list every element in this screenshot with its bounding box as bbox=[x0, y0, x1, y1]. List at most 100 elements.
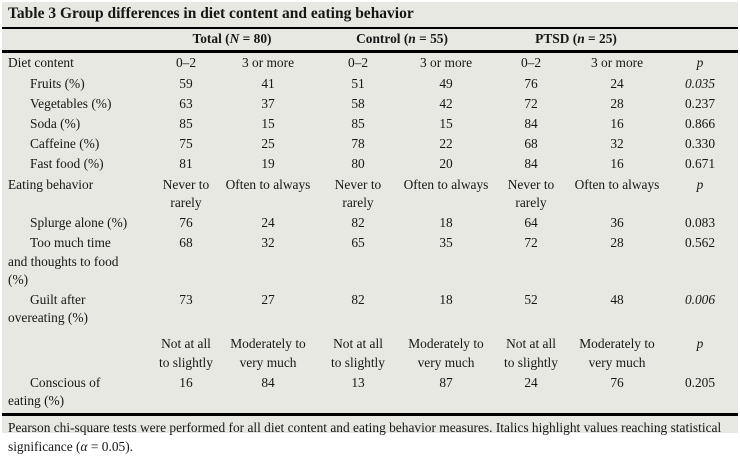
cell: 76 bbox=[524, 75, 538, 91]
group-header-ptsd: PTSD (n = 25) bbox=[490, 29, 663, 54]
col-header: Often to always bbox=[574, 176, 660, 192]
col-header: Not at all to slightly bbox=[504, 336, 558, 370]
cell: 36 bbox=[610, 215, 624, 231]
table-row-fast-food: Fast food (%) 81 19 80 20 84 16 0.671 bbox=[2, 154, 738, 174]
cell: 16 bbox=[610, 116, 624, 132]
col-header: 3 or more bbox=[590, 55, 644, 71]
row-label: Fruits (%) bbox=[30, 75, 85, 91]
cell: 76 bbox=[179, 215, 193, 231]
col-header: 3 or more bbox=[419, 55, 473, 71]
table-row-fruits: Fruits (%) 59 41 51 49 76 24 0.035 bbox=[2, 74, 738, 94]
subheader-row-conscious: Not at all to slightly Moderately to very … bbox=[2, 328, 738, 372]
cell: 59 bbox=[179, 75, 193, 91]
table-row-vegetables: Vegetables (%) 63 37 58 42 72 28 0.237 bbox=[2, 94, 738, 114]
cell: 85 bbox=[351, 116, 365, 132]
row-label: Soda (%) bbox=[30, 116, 81, 132]
footnote-text-end: = 0.05). bbox=[87, 439, 134, 455]
section-label-eating-behavior: Eating behavior bbox=[8, 176, 94, 192]
title-rule bbox=[2, 27, 738, 30]
cell: 58 bbox=[351, 95, 365, 111]
cell: 28 bbox=[610, 95, 624, 111]
group-control-n-symbol: n bbox=[408, 31, 416, 47]
col-header: Not at all to slightly bbox=[331, 336, 385, 370]
data-table: Total (N = 80) Control (n = 55) PTSD (n … bbox=[2, 29, 739, 411]
p-column-header: p bbox=[696, 176, 704, 192]
col-header: Often to always bbox=[225, 176, 311, 192]
cell: 24 bbox=[610, 75, 624, 91]
cell: 82 bbox=[351, 291, 365, 307]
group-control-post: = 55) bbox=[415, 31, 448, 47]
cell: 78 bbox=[351, 136, 365, 152]
group-total-n-symbol: N bbox=[229, 31, 240, 47]
p-column-header: p bbox=[696, 336, 704, 352]
subheader-row-diet-content: Diet content 0–2 3 or more 0–2 3 or more… bbox=[2, 52, 738, 74]
row-label: Vegetables (%) bbox=[30, 95, 112, 111]
group-header-control: Control (n = 55) bbox=[314, 29, 491, 54]
col-header: Moderately to very much bbox=[408, 336, 484, 370]
group-ptsd-pre: PTSD ( bbox=[535, 31, 578, 47]
section-label-diet-content: Diet content bbox=[8, 55, 74, 71]
col-header: Never to rarely bbox=[507, 176, 555, 210]
cell: 15 bbox=[439, 116, 453, 132]
cell: 48 bbox=[610, 291, 624, 307]
table-row-too-much-time: Too much time and thoughts to food (%) 68 … bbox=[2, 233, 738, 290]
col-header: 0–2 bbox=[520, 55, 542, 71]
group-ptsd-n-symbol: n bbox=[577, 31, 585, 47]
cell: 51 bbox=[351, 75, 365, 91]
cell: 72 bbox=[524, 95, 538, 111]
section-label-empty bbox=[2, 328, 150, 372]
cell: 82 bbox=[351, 215, 365, 231]
p-value: 0.237 bbox=[684, 95, 716, 111]
footnote-rule bbox=[2, 413, 738, 417]
cell: 24 bbox=[524, 374, 538, 390]
cell: 32 bbox=[261, 235, 275, 251]
cell: 68 bbox=[179, 235, 193, 251]
cell: 49 bbox=[439, 75, 453, 91]
group-header-row: Total (N = 80) Control (n = 55) PTSD (n … bbox=[2, 29, 739, 54]
cell: 27 bbox=[261, 291, 275, 307]
cell: 75 bbox=[179, 136, 193, 152]
cell: 41 bbox=[261, 75, 275, 91]
cell: 24 bbox=[261, 215, 275, 231]
cell: 28 bbox=[610, 235, 624, 251]
cell: 35 bbox=[439, 235, 453, 251]
group-header-p-spacer bbox=[662, 29, 739, 54]
p-value: 0.083 bbox=[684, 215, 716, 231]
cell: 81 bbox=[179, 156, 193, 172]
table-row-conscious-of-eating: Conscious of eating (%) 16 84 13 87 24 76… bbox=[2, 373, 738, 411]
cell: 25 bbox=[261, 136, 275, 152]
cell: 84 bbox=[261, 374, 275, 390]
row-label: Caffeine (%) bbox=[30, 136, 100, 152]
table-row-caffeine: Caffeine (%) 75 25 78 22 68 32 0.330 bbox=[2, 134, 738, 154]
row-label: Splurge alone (%) bbox=[30, 215, 128, 231]
col-header: 0–2 bbox=[347, 55, 369, 71]
group-ptsd-post: = 25) bbox=[584, 31, 617, 47]
cell: 84 bbox=[524, 116, 538, 132]
cell: 73 bbox=[179, 291, 193, 307]
cell: 19 bbox=[261, 156, 275, 172]
col-header: Never to rarely bbox=[162, 176, 210, 210]
cell: 76 bbox=[610, 374, 624, 390]
col-header: Moderately to very much bbox=[579, 336, 655, 370]
col-header: Moderately to very much bbox=[230, 336, 306, 370]
cell: 18 bbox=[439, 291, 453, 307]
cell: 80 bbox=[351, 156, 365, 172]
cell: 84 bbox=[524, 156, 538, 172]
cell: 15 bbox=[261, 116, 275, 132]
table-row-soda: Soda (%) 85 15 85 15 84 16 0.866 bbox=[2, 114, 738, 134]
row-label: Too much time and thoughts to food (%) bbox=[8, 235, 119, 287]
p-column-header: p bbox=[696, 55, 704, 71]
group-total-post: = 80) bbox=[239, 31, 272, 47]
cell: 72 bbox=[524, 235, 538, 251]
table-footnote: Pearson chi-square tests were performed … bbox=[2, 416, 738, 457]
group-header-total: Total (N = 80) bbox=[150, 29, 315, 54]
row-label: Fast food (%) bbox=[30, 156, 104, 172]
cell: 16 bbox=[179, 374, 193, 390]
cell: 18 bbox=[439, 215, 453, 231]
row-label: Guilt after overeating (%) bbox=[8, 291, 88, 326]
p-value: 0.205 bbox=[684, 374, 716, 390]
group-header-spacer bbox=[2, 29, 150, 54]
col-header: 3 or more bbox=[241, 55, 295, 71]
col-header: 0–2 bbox=[175, 55, 197, 71]
